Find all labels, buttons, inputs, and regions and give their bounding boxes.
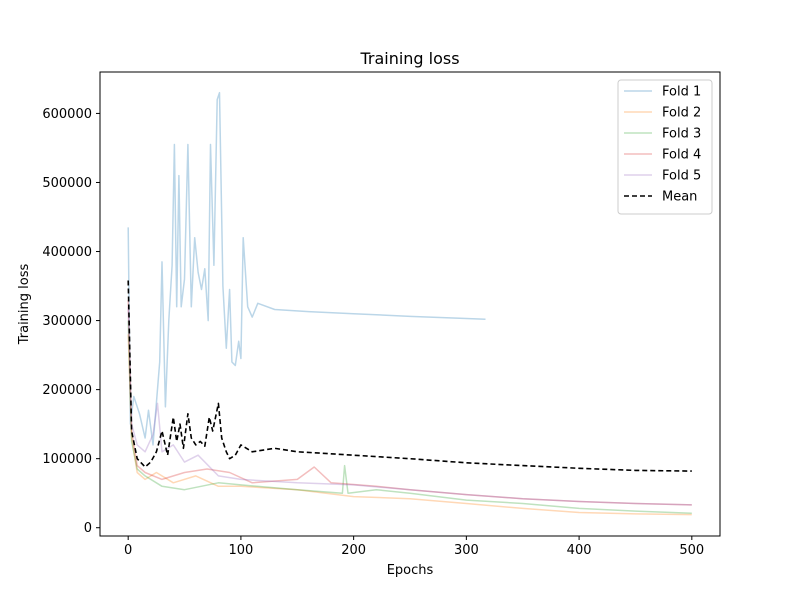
- y-tick-label: 100000: [42, 452, 92, 467]
- legend-label-fold-5: Fold 5: [662, 169, 701, 184]
- series-line-fold-4: [127, 299, 692, 506]
- y-tick-label: 0: [84, 521, 92, 536]
- series-line-fold-5: [127, 306, 692, 506]
- y-tick-label: 200000: [42, 383, 92, 398]
- series-line-fold-3: [127, 320, 692, 514]
- legend-label-fold-3: Fold 3: [662, 127, 701, 142]
- chart-title: Training loss: [359, 49, 459, 68]
- x-tick-label: 100: [228, 543, 253, 558]
- y-tick-label: 300000: [42, 314, 92, 329]
- y-axis-label: Training loss: [17, 264, 32, 346]
- legend-label-fold-4: Fold 4: [662, 148, 701, 163]
- x-tick-label: 500: [679, 543, 704, 558]
- legend-box: [617, 79, 713, 215]
- legend: Fold 1 Fold 2 Fold 3 Fold 4 Fold 5 Mean: [617, 79, 713, 215]
- plot-lines: [127, 91, 692, 516]
- legend-label-mean: Mean: [662, 190, 697, 205]
- x-tick-label: 0: [124, 543, 132, 558]
- x-tick-label: 400: [567, 543, 592, 558]
- y-tick-label: 600000: [42, 107, 92, 122]
- x-tick-label: 200: [341, 543, 366, 558]
- series-line-fold-1: [127, 91, 486, 446]
- y-axis-ticks: 0 100000 200000 300000 400000 500000 600000: [42, 107, 100, 536]
- y-tick-label: 400000: [42, 245, 92, 260]
- axes-frame: [99, 71, 721, 537]
- series-line-fold-2: [127, 334, 692, 516]
- legend-label-fold-2: Fold 2: [662, 106, 701, 121]
- y-tick-label: 500000: [42, 176, 92, 191]
- x-tick-label: 300: [454, 543, 479, 558]
- x-axis-ticks: 0 100 200 300 400 500: [124, 536, 704, 558]
- series-line-mean: [127, 280, 692, 472]
- x-axis-label: Epochs: [387, 563, 434, 578]
- legend-label-fold-1: Fold 1: [662, 85, 701, 100]
